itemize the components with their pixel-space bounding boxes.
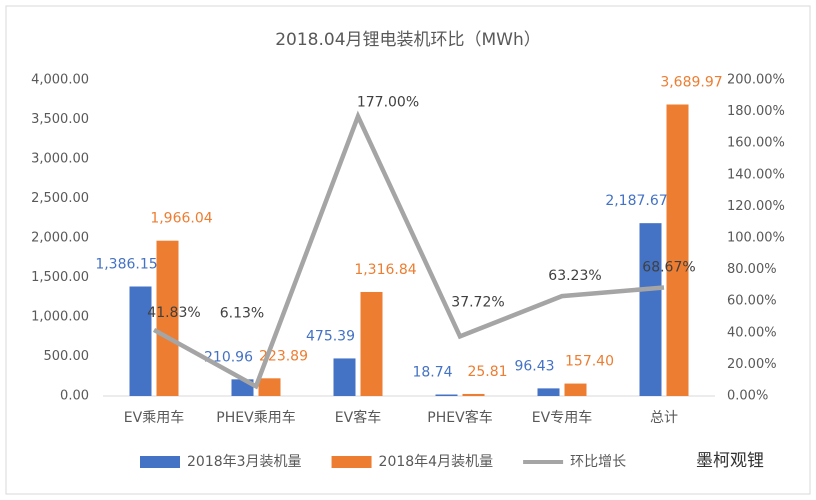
data-label: 63.23% [548, 268, 601, 284]
data-label: 1,386.15 [95, 256, 157, 272]
y2-tick-label: 180.00% [727, 104, 785, 119]
x-tick-label: EV乘用车 [124, 409, 184, 426]
y-tick-label: 2,000.00 [31, 231, 89, 246]
data-label: 25.81 [467, 364, 507, 380]
watermark: 墨柯观锂 [696, 451, 764, 471]
data-label: 3,689.97 [660, 74, 722, 90]
y2-tick-label: 80.00% [727, 262, 777, 277]
legend-swatch [140, 456, 180, 468]
x-tick-label: 总计 [650, 410, 678, 426]
legend-label: 2018年4月装机量 [379, 454, 494, 470]
y2-tick-label: 200.00% [727, 73, 785, 88]
data-label: 177.00% [357, 94, 419, 110]
y-tick-label: 500.00 [44, 349, 90, 364]
x-tick-label: PHEV客车 [427, 409, 492, 426]
line [152, 110, 665, 390]
chart-title: 2018.04月锂电装机环比（MWh） [275, 30, 541, 50]
y-tick-label: 0.00 [60, 389, 89, 404]
data-label: 157.40 [565, 354, 614, 370]
data-label: 2,187.67 [605, 193, 667, 209]
data-label: 475.39 [306, 328, 355, 344]
data-label: 37.72% [451, 294, 504, 310]
y2-tick-label: 0.00% [727, 389, 768, 404]
y2-tick-label: 40.00% [727, 325, 777, 340]
bar [258, 378, 281, 396]
y2-tick-label: 60.00% [727, 294, 777, 309]
bar [435, 394, 458, 396]
legend-label: 环比增长 [570, 454, 626, 470]
x-tick-label: EV专用车 [532, 409, 592, 426]
y2-tick-label: 20.00% [727, 357, 777, 372]
data-label: 18.74 [412, 365, 452, 381]
data-label: 210.96 [204, 349, 253, 365]
bar [333, 358, 356, 396]
y-tick-label: 4,000.00 [31, 73, 89, 88]
x-tick-label: EV客车 [335, 409, 381, 426]
data-label: 68.67% [642, 260, 695, 276]
bar [564, 383, 587, 396]
y-tick-label: 1,500.00 [31, 270, 89, 285]
bar [639, 223, 662, 396]
legend-label: 2018年3月装机量 [187, 454, 302, 470]
bar [666, 104, 689, 396]
data-label: 6.13% [220, 305, 264, 321]
bar [537, 388, 560, 396]
y2-tick-label: 100.00% [727, 231, 785, 246]
y-tick-label: 3,500.00 [31, 112, 89, 127]
y2-tick-label: 120.00% [727, 199, 785, 214]
bar [462, 393, 485, 396]
data-label: 41.83% [147, 305, 200, 321]
y2-tick-label: 140.00% [727, 167, 785, 182]
bar [156, 240, 179, 396]
data-label: 1,966.04 [150, 211, 212, 227]
x-tick-label: PHEV乘用车 [216, 409, 295, 426]
y-tick-label: 3,000.00 [31, 152, 89, 167]
bar [360, 291, 383, 396]
y-tick-label: 2,500.00 [31, 191, 89, 206]
bar [129, 286, 152, 396]
legend-swatch [331, 456, 372, 468]
data-label: 1,316.84 [354, 262, 416, 278]
y2-tick-label: 160.00% [727, 136, 785, 151]
y-tick-label: 1,000.00 [31, 310, 89, 325]
data-label: 96.43 [514, 358, 554, 374]
